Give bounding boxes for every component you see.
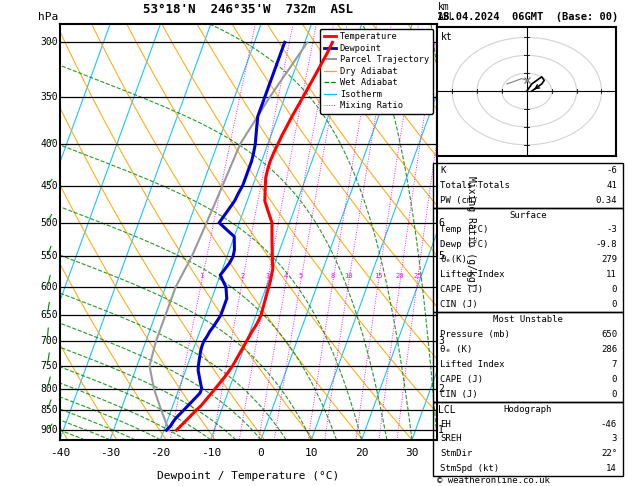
Text: 11: 11 — [606, 270, 617, 279]
Text: CAPE (J): CAPE (J) — [440, 285, 483, 294]
Text: CIN (J): CIN (J) — [440, 300, 478, 309]
Text: Temp (°C): Temp (°C) — [440, 226, 489, 234]
Text: θₑ(K): θₑ(K) — [440, 255, 467, 264]
Bar — [433, 163, 623, 208]
Text: Totals Totals: Totals Totals — [440, 181, 510, 190]
Text: 0: 0 — [611, 375, 617, 384]
Text: kt: kt — [441, 32, 452, 42]
Text: 7: 7 — [611, 360, 617, 369]
Text: StmSpd (kt): StmSpd (kt) — [440, 464, 499, 473]
Text: Dewp (°C): Dewp (°C) — [440, 241, 489, 249]
Text: 5: 5 — [299, 273, 303, 279]
Text: 10: 10 — [345, 273, 353, 279]
Text: StmDir: StmDir — [440, 450, 472, 458]
Legend: Temperature, Dewpoint, Parcel Trajectory, Dry Adiabat, Wet Adiabat, Isotherm, Mi: Temperature, Dewpoint, Parcel Trajectory… — [320, 29, 433, 114]
Text: 0: 0 — [611, 300, 617, 309]
Text: 1: 1 — [438, 425, 444, 435]
Bar — [433, 312, 623, 401]
Text: 279: 279 — [601, 255, 617, 264]
Text: 5: 5 — [438, 251, 444, 261]
Text: Lifted Index: Lifted Index — [440, 270, 505, 279]
Text: 0: 0 — [611, 285, 617, 294]
Text: 2: 2 — [438, 383, 444, 394]
Text: 22°: 22° — [601, 450, 617, 458]
Text: 14: 14 — [606, 464, 617, 473]
Text: 650: 650 — [40, 310, 58, 320]
Text: 15: 15 — [374, 273, 382, 279]
Text: Surface: Surface — [509, 210, 547, 220]
Text: 53°18'N  246°35'W  732m  ASL: 53°18'N 246°35'W 732m ASL — [143, 3, 353, 16]
Text: 3: 3 — [438, 336, 444, 347]
Text: Mixing Ratio (g/kg): Mixing Ratio (g/kg) — [466, 176, 476, 288]
Bar — [433, 401, 623, 476]
Text: Hodograph: Hodograph — [504, 405, 552, 414]
Text: 0.34: 0.34 — [596, 196, 617, 205]
Text: 500: 500 — [40, 218, 58, 228]
Text: EH: EH — [440, 419, 451, 429]
Text: 7: 7 — [438, 37, 444, 48]
Text: 3: 3 — [611, 434, 617, 443]
Text: CAPE (J): CAPE (J) — [440, 375, 483, 384]
Text: Most Unstable: Most Unstable — [493, 315, 563, 324]
Text: km
ASL: km ASL — [438, 2, 456, 22]
Text: -3: -3 — [606, 226, 617, 234]
Text: -46: -46 — [601, 419, 617, 429]
Text: 300: 300 — [40, 37, 58, 48]
Text: 650: 650 — [601, 330, 617, 339]
Bar — [433, 208, 623, 312]
Text: 400: 400 — [40, 139, 58, 149]
Text: Dewpoint / Temperature (°C): Dewpoint / Temperature (°C) — [157, 471, 340, 481]
Text: 20: 20 — [396, 273, 404, 279]
Text: K: K — [440, 166, 446, 175]
Text: 1: 1 — [199, 273, 204, 279]
Text: -40: -40 — [50, 448, 70, 458]
Text: 0: 0 — [258, 448, 264, 458]
Text: 450: 450 — [40, 180, 58, 191]
Text: hPa: hPa — [38, 12, 58, 22]
Text: 3: 3 — [265, 273, 270, 279]
Text: -9.8: -9.8 — [596, 241, 617, 249]
Text: SREH: SREH — [440, 434, 462, 443]
Text: 850: 850 — [40, 405, 58, 415]
Text: 900: 900 — [40, 425, 58, 435]
Text: 30: 30 — [405, 448, 419, 458]
Text: 4: 4 — [284, 273, 288, 279]
Text: -6: -6 — [606, 166, 617, 175]
Text: LCL: LCL — [438, 405, 456, 415]
Text: 25: 25 — [413, 273, 421, 279]
Text: 8: 8 — [331, 273, 335, 279]
Text: 750: 750 — [40, 361, 58, 371]
Text: © weatheronline.co.uk: © weatheronline.co.uk — [437, 476, 550, 485]
Text: 6: 6 — [438, 218, 444, 228]
Text: CIN (J): CIN (J) — [440, 390, 478, 399]
Text: 18.04.2024  06GMT  (Base: 00): 18.04.2024 06GMT (Base: 00) — [437, 12, 618, 22]
Text: 20: 20 — [355, 448, 369, 458]
Text: PW (cm): PW (cm) — [440, 196, 478, 205]
Text: 10: 10 — [304, 448, 318, 458]
Text: θₑ (K): θₑ (K) — [440, 345, 472, 354]
Text: 600: 600 — [40, 282, 58, 292]
Text: 800: 800 — [40, 383, 58, 394]
Text: 2: 2 — [240, 273, 245, 279]
Text: Pressure (mb): Pressure (mb) — [440, 330, 510, 339]
Text: -30: -30 — [100, 448, 120, 458]
Text: 0: 0 — [611, 390, 617, 399]
Text: 350: 350 — [40, 92, 58, 102]
Text: -10: -10 — [201, 448, 221, 458]
Text: 700: 700 — [40, 336, 58, 347]
Text: 41: 41 — [606, 181, 617, 190]
Text: -20: -20 — [150, 448, 170, 458]
Text: 286: 286 — [601, 345, 617, 354]
Text: Lifted Index: Lifted Index — [440, 360, 505, 369]
Text: 550: 550 — [40, 251, 58, 261]
